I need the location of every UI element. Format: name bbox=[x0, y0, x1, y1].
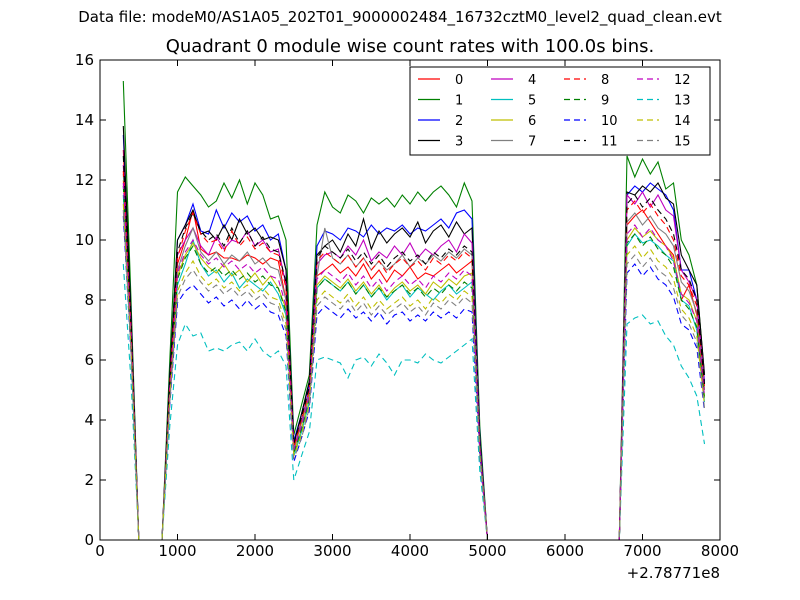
legend-label-5: 5 bbox=[528, 94, 536, 109]
y-tick-label: 16 bbox=[75, 51, 94, 69]
legend-label-6: 6 bbox=[528, 114, 536, 129]
chart-title: Quadrant 0 module wise count rates with … bbox=[165, 36, 655, 57]
legend-label-4: 4 bbox=[528, 73, 536, 88]
y-tick-label: 8 bbox=[84, 291, 94, 309]
x-tick-label: 5000 bbox=[468, 542, 506, 560]
legend-label-2: 2 bbox=[455, 114, 463, 129]
series-line-5 bbox=[122, 194, 706, 540]
series-line-7 bbox=[122, 173, 706, 540]
series-layer bbox=[122, 80, 706, 540]
legend-label-13: 13 bbox=[674, 94, 691, 109]
legend-label-8: 8 bbox=[601, 73, 609, 88]
x-offset-label: +2.78771e8 bbox=[627, 564, 720, 582]
series-line-4 bbox=[122, 164, 706, 540]
legend-label-7: 7 bbox=[528, 135, 536, 150]
y-tick-label: 0 bbox=[84, 531, 94, 549]
series-line-0 bbox=[122, 149, 706, 540]
series-line-2 bbox=[122, 134, 706, 540]
y-tick-label: 10 bbox=[75, 231, 94, 249]
x-tick-label: 2000 bbox=[236, 542, 274, 560]
x-tick-label: 1000 bbox=[158, 542, 196, 560]
x-tick-label: 6000 bbox=[546, 542, 584, 560]
legend-label-3: 3 bbox=[455, 135, 463, 150]
legend-label-9: 9 bbox=[601, 94, 609, 109]
x-tick-label: 3000 bbox=[313, 542, 351, 560]
legend-label-12: 12 bbox=[674, 73, 691, 88]
series-line-13 bbox=[122, 263, 706, 540]
legend-label-0: 0 bbox=[455, 73, 463, 88]
series-line-3 bbox=[122, 125, 706, 540]
legend-box bbox=[409, 66, 711, 156]
series-line-8 bbox=[122, 170, 706, 540]
series-line-9 bbox=[122, 185, 706, 540]
series-line-6 bbox=[122, 179, 706, 540]
y-tick-label: 4 bbox=[84, 411, 94, 429]
x-tick-label: 8000 bbox=[701, 542, 739, 560]
series-line-15 bbox=[122, 209, 706, 540]
legend-label-11: 11 bbox=[601, 135, 618, 150]
legend-label-15: 15 bbox=[674, 135, 691, 150]
y-tick-label: 14 bbox=[75, 111, 94, 129]
axis-ticks: 0 1000 2000 3000 4000 5000 6000 7000 80000246810… bbox=[75, 51, 739, 582]
legend-label-10: 10 bbox=[601, 114, 618, 129]
series-line-12 bbox=[122, 182, 706, 540]
series-line-1 bbox=[122, 80, 706, 540]
x-tick-label: 4000 bbox=[391, 542, 429, 560]
x-tick-label: 7000 bbox=[623, 542, 661, 560]
y-tick-label: 2 bbox=[84, 471, 94, 489]
y-tick-label: 6 bbox=[84, 351, 94, 369]
legend-label-1: 1 bbox=[455, 94, 463, 109]
y-tick-label: 12 bbox=[75, 171, 94, 189]
series-line-11 bbox=[122, 155, 706, 540]
chart-suptitle: Data file: modeM0/AS1A05_202T01_90000024… bbox=[78, 8, 722, 26]
legend-label-14: 14 bbox=[674, 114, 691, 129]
x-tick-label: 0 bbox=[95, 542, 105, 560]
